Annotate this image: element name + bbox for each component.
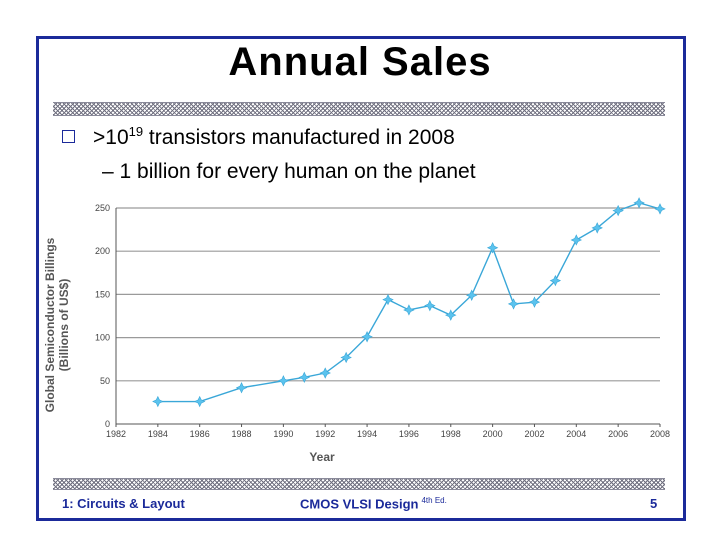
chart-grid <box>115 207 661 427</box>
data-point-2005 <box>591 222 603 234</box>
y-tick-0: 0 <box>105 419 110 429</box>
data-point-1991 <box>298 371 311 384</box>
bullet-box-icon <box>62 130 75 143</box>
sales-chart: 0 50 100 150 200 250 1982 1984 1986 1988 1990 1992… <box>43 197 670 464</box>
x-tick-1982: 1982 <box>106 429 126 439</box>
data-point-1984 <box>152 395 164 408</box>
data-point-2006 <box>612 204 624 217</box>
bullet-item: >1019 transistors manufactured in 2008 <box>62 124 455 150</box>
data-point-1988 <box>235 382 248 394</box>
x-tick-labels: 1982 1984 1986 1988 1990 1992 1994 1996 1998 2000… <box>106 429 670 439</box>
x-tick-1984: 1984 <box>148 429 168 439</box>
bullet-exponent: 19 <box>128 124 144 139</box>
data-point-1993 <box>340 351 352 364</box>
x-tick-2004: 2004 <box>566 429 586 439</box>
x-tick-1990: 1990 <box>273 429 293 439</box>
data-point-1996 <box>403 304 415 316</box>
data-point-2007 <box>633 197 645 209</box>
x-axis-title: Year <box>309 450 335 464</box>
data-point-2008 <box>654 203 666 215</box>
y-tick-100: 100 <box>95 333 110 343</box>
data-point-2004 <box>570 234 583 246</box>
y-tick-labels: 0 50 100 150 200 250 <box>95 203 110 429</box>
x-tick-1986: 1986 <box>190 429 210 439</box>
data-point-1997 <box>424 299 436 312</box>
x-tick-2008: 2008 <box>650 429 670 439</box>
footer-divider <box>53 478 665 490</box>
y-tick-200: 200 <box>95 246 110 256</box>
data-point-1995 <box>382 293 394 306</box>
page-number: 5 <box>650 496 658 511</box>
data-point-2001 <box>507 298 520 310</box>
series-line <box>157 202 661 403</box>
footer-edition: 4th Ed. <box>421 496 447 505</box>
x-tick-1996: 1996 <box>399 429 419 439</box>
y-tick-50: 50 <box>100 376 110 386</box>
series-layer <box>152 197 666 408</box>
x-tick-1992: 1992 <box>315 429 335 439</box>
footer-course: CMOS VLSI Design 4th Ed. <box>300 496 447 511</box>
y-axis-title-line2: (Billions of US$) <box>57 279 71 372</box>
data-point-1986 <box>193 395 206 408</box>
x-tick-2006: 2006 <box>608 429 628 439</box>
x-tick-2000: 2000 <box>483 429 503 439</box>
data-point-1994 <box>361 331 373 343</box>
y-tick-150: 150 <box>95 289 110 299</box>
data-point-2003 <box>549 274 562 287</box>
data-point-1998 <box>445 309 457 321</box>
y-axis-title-line1: Global Semiconductor Billings <box>43 237 57 412</box>
slide-title: Annual Sales <box>228 40 492 84</box>
sub-bullet: – 1 billion for every human on the plane… <box>102 160 476 183</box>
data-point-2002 <box>528 296 541 308</box>
bullet-text: transistors manufactured in 2008 <box>143 126 455 149</box>
x-tick-2002: 2002 <box>524 429 544 439</box>
x-tick-1998: 1998 <box>441 429 461 439</box>
data-point-1999 <box>465 289 478 301</box>
data-point-1990 <box>277 375 290 387</box>
slide-frame <box>36 36 686 521</box>
footer-chapter: 1: Circuits & Layout <box>62 496 185 511</box>
data-point-1992 <box>319 367 331 379</box>
y-tick-250: 250 <box>95 203 110 213</box>
footer-course-title: CMOS VLSI Design <box>300 496 419 512</box>
data-point-2000 <box>486 242 499 254</box>
x-tick-1988: 1988 <box>232 429 252 439</box>
title-divider <box>53 102 665 116</box>
x-tick-1994: 1994 <box>357 429 377 439</box>
bullet-prefix: >10 <box>93 126 129 149</box>
